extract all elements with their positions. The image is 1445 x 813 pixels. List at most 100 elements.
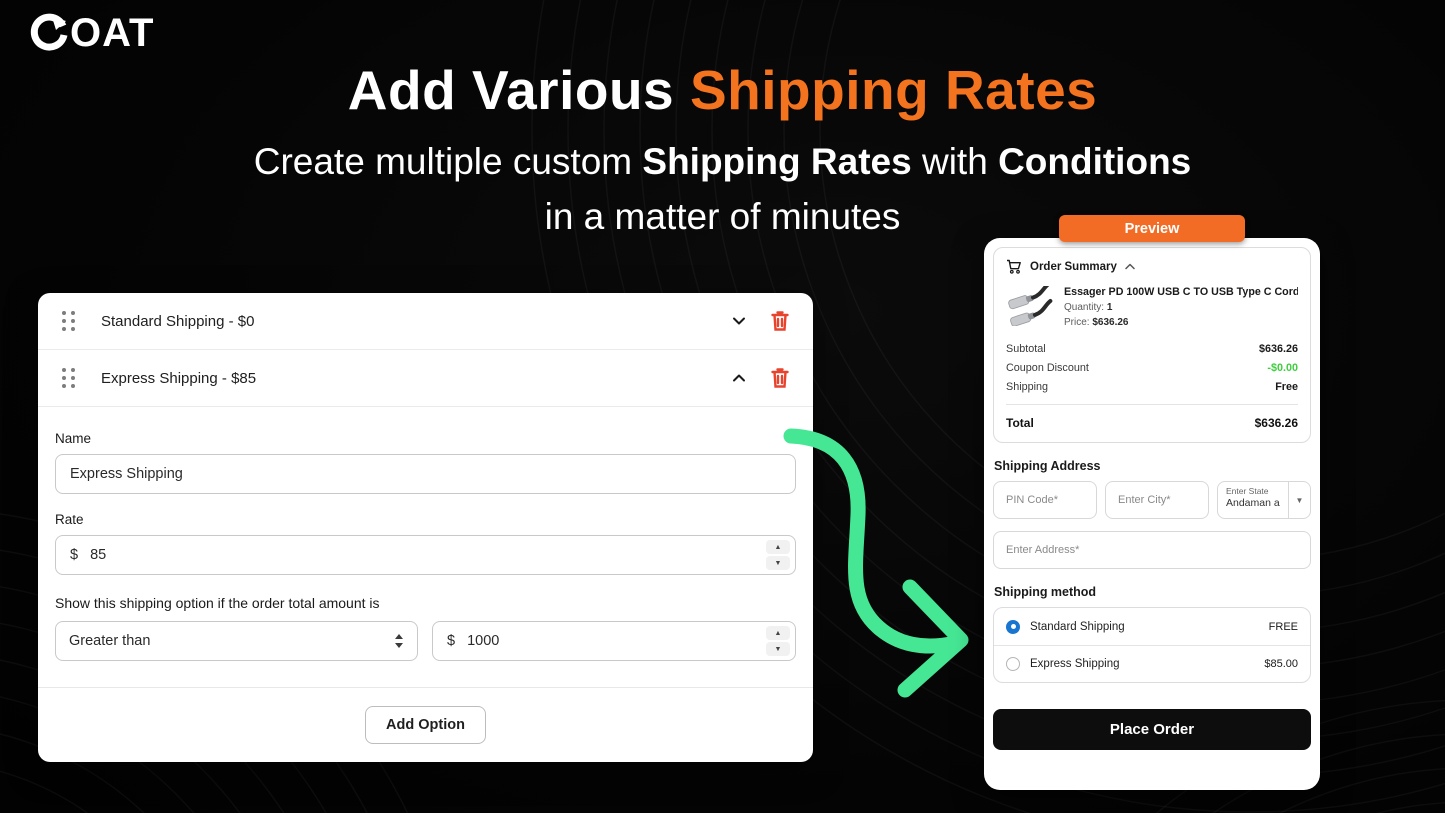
- currency-prefix: $: [70, 547, 79, 563]
- condition-stepper: ▲ ▼: [766, 626, 790, 656]
- order-summary-header[interactable]: Order Summary: [1006, 259, 1298, 274]
- condition-amount-value: 1000: [467, 633, 500, 649]
- chevron-up-icon[interactable]: [731, 370, 747, 386]
- shipping-option-row-standard[interactable]: Standard Shipping - $0: [38, 293, 813, 349]
- product-name: Essager PD 100W USB C TO USB Type C Cord…: [1064, 286, 1298, 298]
- order-summary-box: Order Summary Essager PD 100W USB C TO U…: [993, 247, 1311, 443]
- page-title-white: Add Various: [347, 59, 690, 121]
- method-row-standard[interactable]: Standard Shipping FREE: [994, 608, 1310, 645]
- delete-option-icon[interactable]: [771, 311, 789, 331]
- delete-option-icon[interactable]: [771, 368, 789, 388]
- row-divider: [38, 406, 813, 407]
- address-input[interactable]: [993, 531, 1311, 569]
- name-field-label: Name: [55, 431, 92, 446]
- radio-selected-icon[interactable]: [1006, 619, 1020, 634]
- shipping-row: Shipping Free: [1006, 381, 1298, 393]
- page-subtitle-line2: in a matter of minutes: [544, 196, 901, 237]
- place-order-button[interactable]: Place Order: [993, 709, 1311, 750]
- quantity-label: Quantity:: [1064, 302, 1105, 313]
- state-select[interactable]: Enter State Andaman a ▼: [1217, 481, 1311, 519]
- page-title-orange: Shipping Rates: [689, 59, 1098, 121]
- coupon-discount-value: -$0.00: [1267, 362, 1298, 374]
- method-price: $85.00: [1264, 658, 1298, 670]
- radio-unselected-icon[interactable]: [1006, 657, 1020, 671]
- quantity-value: 1: [1106, 302, 1113, 313]
- product-image-cables: [1008, 286, 1053, 326]
- method-row-express[interactable]: Express Shipping $85.00: [994, 645, 1310, 682]
- subtotal-label: Subtotal: [1006, 343, 1046, 355]
- chevron-down-icon[interactable]: [731, 313, 747, 329]
- express-shipping-form: Name Rate $ 85 ▲ ▼ Show this shipping op…: [38, 407, 813, 744]
- total-label: Total: [1006, 416, 1034, 430]
- state-dropdown-arrow-icon[interactable]: ▼: [1288, 482, 1310, 518]
- city-input[interactable]: [1105, 481, 1209, 519]
- condition-controls: Greater than $ 1000 ▲ ▼: [55, 621, 796, 661]
- shipping-method-box: Standard Shipping FREE Express Shipping …: [993, 607, 1311, 683]
- goat-logo-g-icon: [30, 13, 68, 51]
- shipping-label: Shipping: [1006, 381, 1049, 393]
- totals-divider: [1006, 404, 1298, 405]
- drag-handle-icon[interactable]: [62, 311, 75, 331]
- rate-stepper: ▲ ▼: [766, 540, 790, 570]
- condition-operator-value: Greater than: [69, 633, 151, 649]
- coupon-discount-label: Coupon Discount: [1006, 362, 1089, 374]
- condition-label: Show this shipping option if the order t…: [55, 595, 380, 611]
- subtitle-part2: with: [911, 141, 999, 182]
- cart-icon: [1007, 259, 1021, 274]
- total-row: Total $636.26: [1006, 416, 1298, 430]
- shipping-rates-editor-card: Standard Shipping - $0 Express Shipping …: [38, 293, 813, 762]
- condition-operator-select[interactable]: Greater than: [55, 621, 418, 661]
- subtotal-row: Subtotal $636.26: [1006, 343, 1298, 355]
- product-quantity: Quantity: 1: [1064, 302, 1298, 313]
- goat-logo: OAT: [30, 13, 154, 53]
- order-totals: Subtotal $636.26 Coupon Discount -$0.00 …: [1006, 343, 1298, 430]
- condition-step-down-button[interactable]: ▼: [766, 642, 790, 656]
- subtitle-bold1: Shipping Rates: [642, 141, 912, 182]
- currency-prefix: $: [447, 633, 456, 649]
- total-value: $636.26: [1254, 416, 1298, 430]
- name-input[interactable]: [55, 454, 796, 494]
- state-select-label: Enter State: [1226, 486, 1269, 496]
- price-label: Price:: [1064, 317, 1090, 328]
- state-select-value: Andaman a: [1226, 497, 1280, 509]
- order-summary-title: Order Summary: [1030, 260, 1117, 273]
- rate-step-down-button[interactable]: ▼: [766, 556, 790, 570]
- subtitle-bold2: Conditions: [998, 141, 1192, 182]
- coupon-discount-row: Coupon Discount -$0.00: [1006, 362, 1298, 374]
- price-value: $636.26: [1092, 317, 1129, 328]
- subtitle-part1: Create multiple custom: [253, 141, 643, 182]
- goat-logo-text: OAT: [70, 11, 155, 55]
- address-line: [993, 531, 1311, 569]
- address-fields-row: Enter State Andaman a ▼: [993, 481, 1311, 519]
- drag-handle-icon[interactable]: [62, 368, 75, 388]
- shipping-option-row-express[interactable]: Express Shipping - $85: [38, 350, 813, 406]
- form-divider: [38, 687, 813, 688]
- product-row: Essager PD 100W USB C TO USB Type C Cord…: [1006, 286, 1298, 328]
- add-option-button[interactable]: Add Option: [365, 706, 486, 744]
- shipping-value: Free: [1275, 381, 1298, 393]
- method-name: Standard Shipping: [1030, 620, 1125, 633]
- rate-step-up-button[interactable]: ▲: [766, 540, 790, 554]
- method-name: Express Shipping: [1030, 658, 1120, 670]
- subtotal-value: $636.26: [1258, 343, 1298, 355]
- sort-arrows-icon: [395, 634, 403, 648]
- product-price: Price: $636.26: [1064, 317, 1298, 328]
- product-info: Essager PD 100W USB C TO USB Type C Cord…: [1064, 286, 1298, 328]
- checkout-preview-card: Order Summary Essager PD 100W USB C TO U…: [984, 238, 1320, 790]
- shipping-option-label: Express Shipping - $85: [101, 369, 257, 387]
- rate-field-label: Rate: [55, 512, 84, 527]
- state-select-main: Enter State Andaman a: [1218, 482, 1288, 518]
- preview-button[interactable]: Preview: [1059, 215, 1245, 242]
- pin-code-input[interactable]: [993, 481, 1097, 519]
- method-price: FREE: [1268, 620, 1298, 633]
- page-subtitle-line1: Create multiple custom Shipping Rates wi…: [0, 141, 1445, 183]
- shipping-address-title: Shipping Address: [994, 459, 1101, 473]
- condition-step-up-button[interactable]: ▲: [766, 626, 790, 640]
- collapse-caret-icon[interactable]: [1125, 263, 1135, 270]
- shipping-method-title: Shipping method: [994, 585, 1097, 599]
- condition-amount-input[interactable]: $ 1000 ▲ ▼: [432, 621, 796, 661]
- rate-input[interactable]: $ 85 ▲ ▼: [55, 535, 796, 575]
- shipping-option-label: Standard Shipping - $0: [101, 312, 255, 330]
- rate-value: 85: [90, 547, 107, 563]
- row-divider: [38, 349, 813, 350]
